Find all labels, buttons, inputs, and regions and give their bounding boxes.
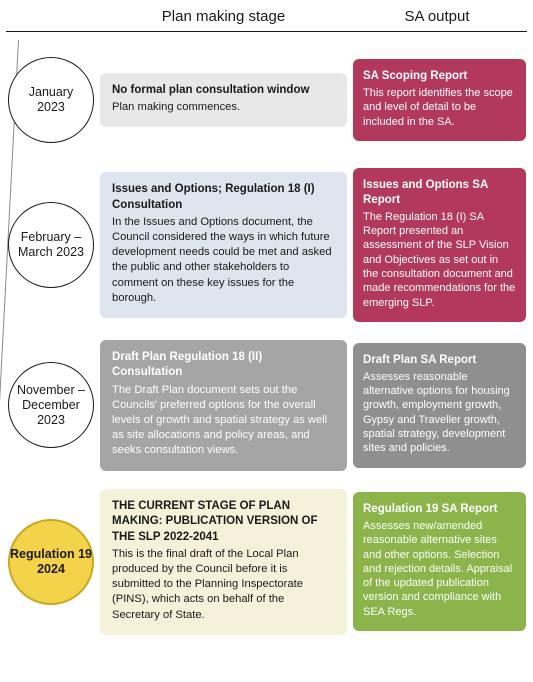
header-plan-making-stage: Plan making stage — [100, 8, 347, 25]
output-box: Draft Plan SA Report Assesses reasonable… — [353, 343, 526, 468]
timeline-row: February –March 2023 Issues and Options;… — [0, 168, 533, 322]
date-circle: November –December2023 — [8, 362, 94, 448]
stage-title: Draft Plan Regulation 18 (II) Consultati… — [112, 350, 335, 381]
stage-title: No formal plan consultation window — [112, 83, 335, 99]
output-box: Regulation 19 SA Report Assesses new/ame… — [353, 492, 526, 631]
output-title: Issues and Options SA Report — [363, 178, 516, 208]
date-label: Regulation 192024 — [10, 547, 92, 577]
header-spacer — [0, 8, 100, 25]
output-body: Assesses new/amended reasonable alternat… — [363, 519, 516, 619]
output-box: Issues and Options SA Report The Regulat… — [353, 168, 526, 322]
timeline-row: November –December2023 Draft Plan Regula… — [0, 340, 533, 471]
output-body: This report identifies the scope and lev… — [363, 86, 516, 129]
stage-box: THE CURRENT STAGE OF PLAN MAKING: PUBLIC… — [100, 489, 347, 635]
timeline-row: January2023 No formal plan consultation … — [0, 50, 533, 150]
output-box: SA Scoping Report This report identifies… — [353, 59, 526, 141]
stage-title: Issues and Options; Regulation 18 (I) Co… — [112, 182, 335, 213]
stage-title: THE CURRENT STAGE OF PLAN MAKING: PUBLIC… — [112, 499, 335, 546]
header-sa-output: SA output — [347, 8, 527, 25]
output-body: The Regulation 18 (I) SA Report presente… — [363, 210, 516, 310]
date-label: November –December2023 — [17, 383, 85, 428]
date-circle: February –March 2023 — [8, 202, 94, 288]
stage-body: The Draft Plan document sets out the Cou… — [112, 383, 335, 459]
stage-body: Plan making commences. — [112, 100, 335, 115]
output-body: Assesses reasonable alternative options … — [363, 370, 516, 456]
stage-box: Issues and Options; Regulation 18 (I) Co… — [100, 172, 347, 318]
date-label: January2023 — [29, 85, 73, 115]
header-row: Plan making stage SA output — [0, 0, 533, 31]
timeline-row: Regulation 192024 THE CURRENT STAGE OF P… — [0, 489, 533, 635]
output-title: Regulation 19 SA Report — [363, 502, 516, 517]
output-title: SA Scoping Report — [363, 69, 516, 84]
date-circle: January2023 — [8, 57, 94, 143]
date-circle-current: Regulation 192024 — [8, 519, 94, 605]
stage-body: This is the final draft of the Local Pla… — [112, 547, 335, 623]
stage-box: No formal plan consultation window Plan … — [100, 73, 347, 128]
stage-body: In the Issues and Options document, the … — [112, 215, 335, 306]
header-rule — [6, 31, 527, 32]
stage-box: Draft Plan Regulation 18 (II) Consultati… — [100, 340, 347, 471]
date-label: February –March 2023 — [18, 230, 84, 260]
output-title: Draft Plan SA Report — [363, 353, 516, 368]
